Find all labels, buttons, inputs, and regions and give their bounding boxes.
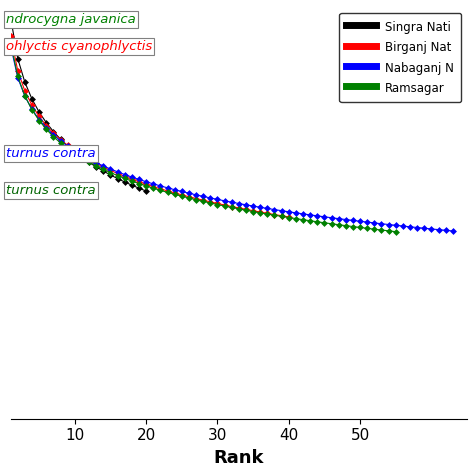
Text: ohlyctis cyanophlyctis: ohlyctis cyanophlyctis (6, 39, 152, 53)
Legend: Singra Nati, Birganj Nat, Nabaganj N, Ramsagar: Singra Nati, Birganj Nat, Nabaganj N, Ra… (339, 13, 461, 102)
Text: ndrocygna javanica: ndrocygna javanica (6, 13, 136, 26)
X-axis label: Rank: Rank (214, 449, 264, 467)
Text: turnus contra: turnus contra (6, 184, 96, 197)
Text: turnus contra: turnus contra (6, 146, 96, 160)
